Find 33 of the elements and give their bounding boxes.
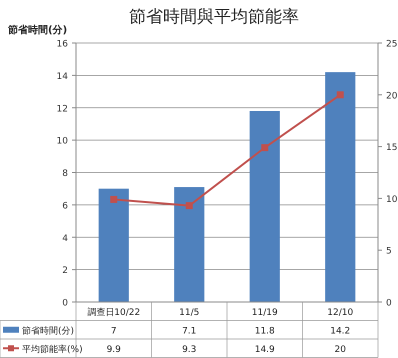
data-label: 9.3 [182,345,196,355]
data-label: 20 [334,345,346,355]
x-tick-label: 調查日10/22 [87,307,140,318]
x-tick-label: 12/10 [327,308,354,318]
x-tick-label: 11/19 [252,308,278,318]
y2-tick-label: 25 [386,40,398,50]
data-label: 11.8 [254,326,276,336]
legend-item: 節省時間(分) [3,326,74,336]
x-tick-label: 11/5 [179,308,200,318]
y2-tick-label: 10 [386,194,398,205]
data-label: 14.2 [330,326,350,336]
y-tick-label: 14 [56,72,68,82]
y-tick-label: 12 [56,104,68,114]
y2-tick-label: 20 [386,91,398,102]
data-label: 7 [110,326,117,336]
y-tick-label: 6 [62,201,68,212]
y2-tick-label: 15 [386,143,398,154]
data-label: 14.9 [254,345,276,355]
y-tick-label: 10 [56,136,68,147]
y2-tick-label: 5 [386,246,392,257]
y-axis-title: 節省時間(分) [7,24,68,36]
y-tick-label: 8 [62,169,68,179]
legend-item: 平均節能率(%) [3,344,83,355]
y-tick-label: 4 [62,234,68,244]
chart-title: 節省時間與平均節能率 [129,7,299,27]
legend-label: 平均節能率(%) [22,344,83,355]
y2-tick-label: 0 [386,298,392,308]
legend-label: 節省時間(分) [22,325,74,336]
data-label: 7.1 [182,326,196,336]
y-tick-label: 0 [62,298,68,308]
y-tick-label: 2 [62,266,68,276]
y-tick-label: 16 [56,40,68,50]
data-label: 9.9 [106,345,122,355]
